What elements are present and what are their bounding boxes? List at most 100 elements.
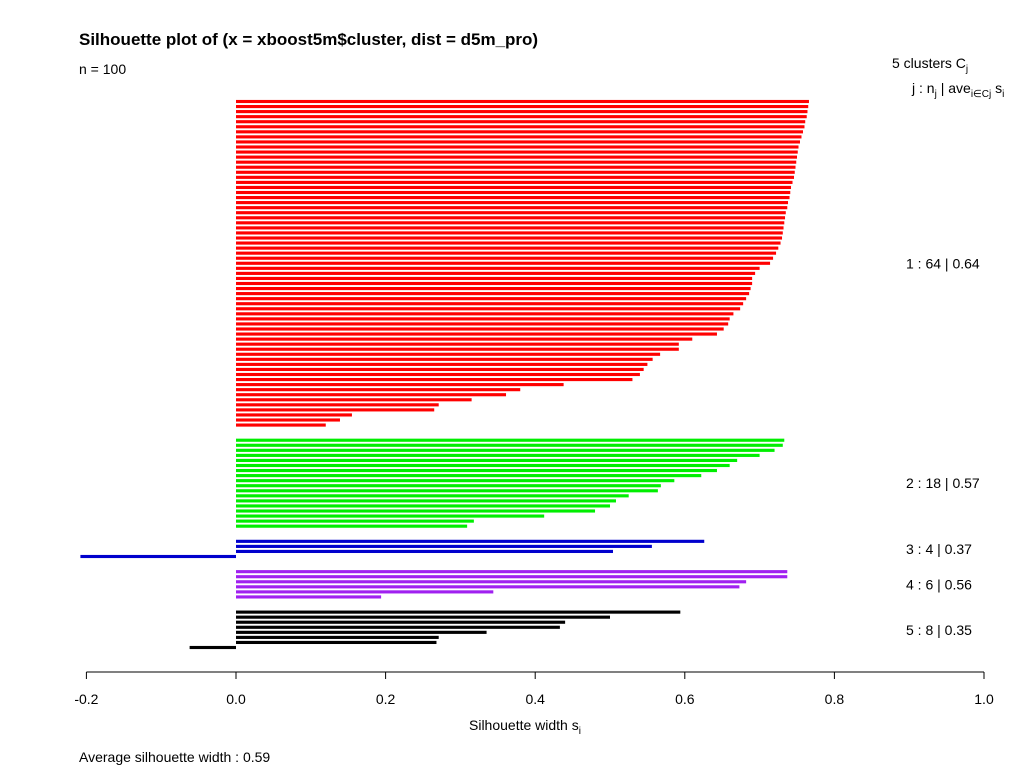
x-tick-label: 0.4 — [525, 691, 545, 707]
silhouette-bar — [236, 453, 760, 457]
silhouette-bar — [236, 423, 326, 427]
silhouette-bar — [236, 610, 681, 614]
silhouette-bar — [236, 544, 652, 548]
silhouette-bar — [236, 312, 734, 316]
silhouette-bar — [236, 322, 729, 326]
silhouette-bar — [236, 130, 803, 134]
silhouette-bar — [236, 231, 783, 235]
silhouette-bar — [236, 595, 382, 599]
x-tick-label: 0.2 — [376, 691, 396, 707]
silhouette-bar — [236, 630, 487, 634]
silhouette-bar — [236, 160, 797, 164]
silhouette-bar — [236, 281, 753, 286]
silhouette-bar — [236, 165, 796, 169]
x-tick-label: 0.0 — [226, 691, 246, 707]
silhouette-bar — [236, 110, 808, 114]
columns-header-sub-c: i — [1002, 88, 1005, 100]
silhouette-bar — [236, 448, 775, 452]
silhouette-bar — [236, 383, 564, 387]
silhouette-bar — [236, 317, 730, 321]
silhouette-bar — [236, 185, 792, 190]
silhouette-bar — [236, 499, 616, 503]
silhouette-bar — [236, 206, 788, 210]
columns-header-a: j : n — [912, 80, 935, 96]
silhouette-bar — [236, 347, 679, 351]
silhouette-bar — [236, 393, 507, 397]
silhouette-bar — [236, 367, 644, 372]
x-tick-label: 0.6 — [675, 691, 695, 707]
chart-title: Silhouette plot of (x = xboost5m$cluster… — [79, 30, 539, 49]
silhouette-bar — [236, 458, 738, 463]
silhouette-bar — [236, 297, 747, 301]
silhouette-bar — [236, 337, 693, 341]
silhouette-bar — [236, 504, 610, 508]
silhouette-bar — [236, 195, 790, 200]
silhouette-bar — [236, 286, 751, 291]
silhouette-bar — [236, 549, 613, 554]
columns-header-sub-b: i∈Cj — [970, 88, 992, 100]
silhouette-bar — [236, 357, 653, 361]
silhouette-bar — [236, 201, 789, 205]
silhouette-bar — [236, 155, 797, 159]
silhouette-bar — [236, 468, 717, 473]
silhouette-bar — [236, 190, 791, 195]
silhouette-bar — [236, 625, 560, 629]
columns-header-c: s — [991, 80, 1003, 96]
silhouette-bar — [236, 585, 740, 589]
silhouette-bar — [236, 519, 474, 523]
silhouette-bar — [236, 372, 640, 377]
silhouette-bar — [236, 221, 785, 225]
silhouette-bar — [236, 145, 799, 149]
silhouette-bar — [236, 236, 783, 240]
silhouette-bar — [236, 175, 795, 179]
silhouette-bar — [236, 388, 521, 392]
silhouette-bar — [236, 261, 771, 265]
silhouette-bar — [236, 251, 777, 255]
cluster-label: 1 : 64 | 0.64 — [906, 255, 980, 271]
cluster-label: 3 : 4 | 0.37 — [906, 541, 972, 557]
silhouette-bar — [236, 216, 786, 220]
silhouette-bar — [236, 104, 809, 109]
silhouette-bar — [236, 570, 788, 574]
silhouette-bar — [236, 226, 784, 230]
silhouette-bar — [236, 403, 439, 407]
average-silhouette-width: Average silhouette width : 0.59 — [79, 749, 271, 765]
silhouette-bar — [236, 408, 435, 412]
silhouette-bar — [236, 398, 472, 402]
silhouette-bar — [236, 580, 747, 584]
silhouette-bar — [236, 150, 798, 154]
x-tick-label: 1.0 — [974, 691, 994, 707]
silhouette-bar — [236, 615, 610, 619]
silhouette-bar — [236, 120, 806, 124]
cluster-label: 2 : 18 | 0.57 — [906, 475, 980, 491]
silhouette-bar — [236, 418, 340, 422]
silhouette-bar — [236, 620, 566, 624]
silhouette-bar — [236, 140, 800, 144]
silhouette-bar — [236, 170, 795, 174]
silhouette-bar — [236, 575, 788, 579]
x-axis-label: Silhouette width si — [469, 717, 581, 737]
silhouette-bar — [236, 509, 596, 513]
silhouette-bar — [236, 362, 648, 366]
columns-header-sub-a: j — [934, 88, 937, 100]
silhouette-bar — [236, 474, 702, 478]
x-axis-label-sub: i — [578, 725, 581, 737]
silhouette-bar — [236, 135, 802, 139]
cluster-label: 4 : 6 | 0.56 — [906, 576, 972, 592]
cluster-label: 5 : 8 | 0.35 — [906, 622, 972, 638]
silhouette-bar — [236, 115, 807, 119]
silhouette-bar — [236, 524, 468, 528]
silhouette-bar — [236, 443, 783, 447]
silhouette-bar — [236, 484, 661, 488]
silhouette-bar — [236, 271, 756, 275]
silhouette-bar — [236, 479, 675, 483]
silhouette-bar — [236, 99, 809, 104]
silhouette-bar — [236, 342, 679, 346]
silhouette-bar — [80, 554, 236, 559]
silhouette-bar — [236, 125, 805, 129]
silhouette-bar — [236, 590, 494, 594]
silhouette-bar — [236, 332, 717, 336]
silhouette-bar — [236, 302, 744, 306]
chart-subtitle: n = 100 — [79, 61, 127, 77]
silhouette-bar — [236, 256, 774, 260]
